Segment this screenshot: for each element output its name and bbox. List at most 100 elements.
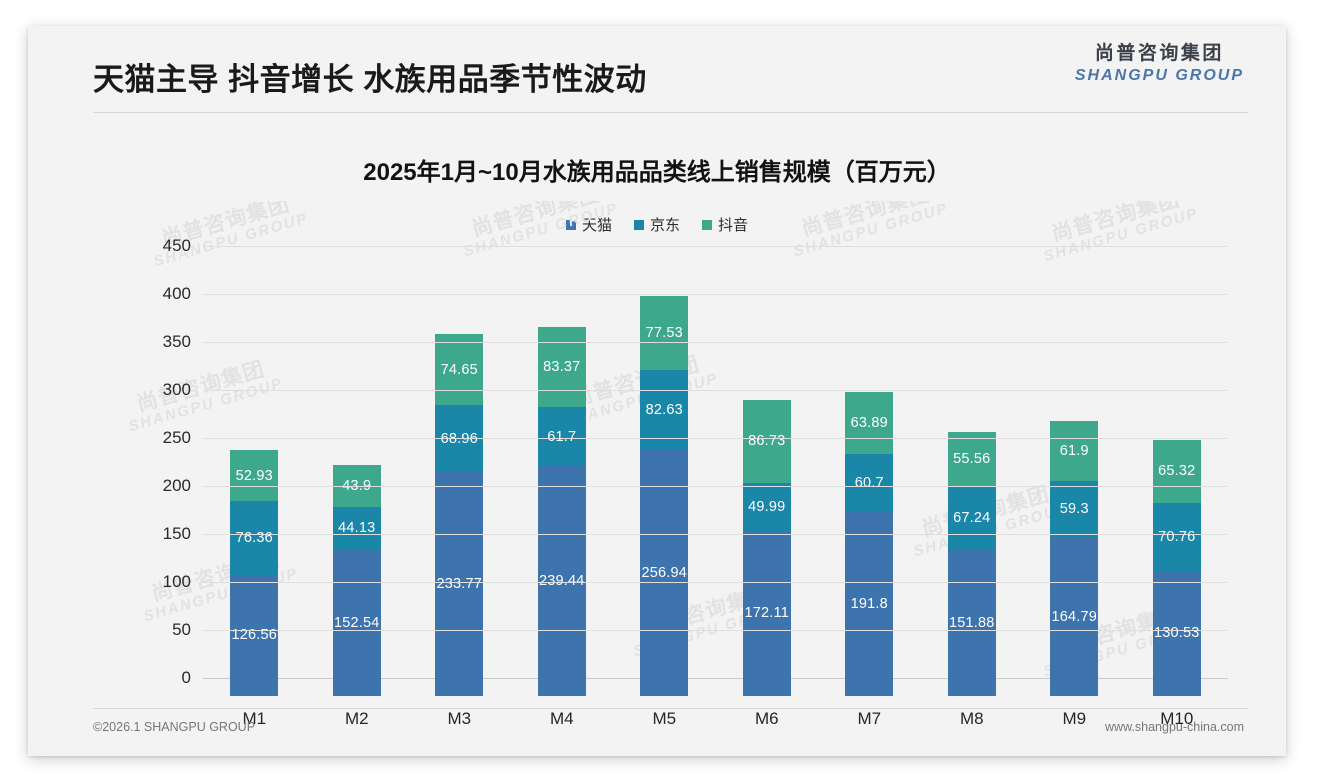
bar-value-label: 63.89 — [850, 414, 888, 431]
bar-segment-京东[interactable]: 61.7 — [537, 406, 586, 467]
bar-series-container: 126.56 76.36 52.93 M1 152.54 44.13 43.9 M2 233.7… — [203, 259, 1228, 728]
bar-value-label: 55.56 — [953, 450, 991, 467]
chart-plot-wrapper: 尚普咨询集团 SHANGPU GROUP 尚普咨询集团 SHANGPU GROUP 尚普… — [28, 201, 1286, 728]
bar-segment-天猫[interactable]: 151.88 — [947, 550, 996, 696]
bar-segment-抖音[interactable]: 55.56 — [947, 432, 996, 486]
gridline — [203, 438, 1228, 439]
x-axis-tick-label: M10 — [1160, 709, 1194, 728]
bar-value-label: 151.88 — [948, 615, 995, 632]
bar-segment-京东[interactable]: 82.63 — [640, 370, 689, 450]
bar-value-label: 67.24 — [953, 509, 991, 526]
bar-value-label: 152.54 — [333, 614, 380, 631]
y-axis-tick-label: 300 — [162, 380, 191, 399]
x-axis-tick-label: M6 — [754, 709, 779, 728]
bar-segment-抖音[interactable]: 74.65 — [435, 333, 484, 406]
bar-group[interactable]: 151.88 67.24 55.56 M8 — [947, 432, 996, 728]
legend-swatch-icon — [702, 219, 712, 230]
legend-swatch-icon — [633, 219, 644, 230]
bar-segment-京东[interactable]: 70.76 — [1152, 502, 1201, 571]
bar-segment-抖音[interactable]: 61.9 — [1050, 421, 1099, 481]
y-axis-tick-label: 400 — [162, 284, 191, 303]
bar-segment-京东[interactable]: 76.36 — [230, 501, 279, 575]
bar-value-label: 82.63 — [645, 401, 683, 418]
bar-value-label: 239.44 — [538, 573, 585, 590]
bar-segment-天猫[interactable]: 239.44 — [537, 466, 586, 696]
bar-group[interactable]: 126.56 76.36 52.93 M1 — [230, 450, 279, 728]
bar-group[interactable]: 172.11 49.99 86.73 M6 — [742, 399, 791, 728]
y-axis-tick-label: 200 — [162, 476, 191, 495]
bar-value-label: 49.99 — [748, 498, 786, 515]
footer-divider — [93, 708, 1248, 709]
bar-group[interactable]: 256.94 82.63 77.53 M5 — [640, 295, 689, 728]
legend-item-抖音[interactable]: 抖音 — [702, 214, 748, 235]
page-title: 天猫主导 抖音增长 水族用品季节性波动 — [93, 62, 647, 97]
bar-segment-抖音[interactable]: 65.32 — [1152, 440, 1201, 503]
x-axis-tick-label: M2 — [344, 709, 369, 728]
bar-value-label: 70.76 — [1158, 528, 1196, 545]
x-axis-tick-label: M5 — [652, 709, 677, 728]
bar-value-label: 164.79 — [1051, 608, 1098, 625]
legend-label: 抖音 — [718, 217, 749, 234]
bar-value-label: 126.56 — [231, 627, 278, 644]
bar-segment-抖音[interactable]: 52.93 — [230, 450, 279, 502]
x-axis-tick-label: M9 — [1062, 709, 1087, 728]
x-axis-tick-label: M3 — [447, 709, 472, 728]
gridline — [203, 534, 1228, 535]
bar-segment-京东[interactable]: 44.13 — [332, 507, 381, 550]
gridline — [203, 486, 1228, 487]
bar-segment-抖音[interactable]: 83.37 — [537, 326, 586, 407]
legend-item-天猫[interactable]: 天猫 — [565, 214, 612, 235]
bar-group[interactable]: 233.77 68.96 74.65 M3 — [435, 333, 484, 728]
bar-segment-天猫[interactable]: 233.77 — [435, 471, 484, 696]
bar-segment-天猫[interactable]: 130.53 — [1152, 570, 1201, 696]
bar-segment-天猫[interactable]: 164.79 — [1050, 537, 1099, 696]
bar-value-label: 130.53 — [1153, 625, 1200, 642]
bar-segment-抖音[interactable]: 86.73 — [742, 399, 791, 483]
y-axis-tick-label: 350 — [162, 332, 191, 351]
bar-segment-京东[interactable]: 49.99 — [742, 482, 791, 531]
bar-value-label: 44.13 — [338, 520, 376, 537]
footer-copyright: ©2026.1 SHANGPU GROUP — [93, 720, 256, 734]
bar-segment-天猫[interactable]: 191.8 — [845, 511, 894, 696]
gridline — [203, 582, 1228, 583]
bar-value-label: 191.8 — [850, 595, 888, 612]
x-axis-tick-label: M4 — [549, 709, 574, 728]
bar-segment-抖音[interactable]: 77.53 — [640, 295, 689, 371]
bar-segment-京东[interactable]: 67.24 — [947, 485, 996, 551]
bar-group[interactable]: 164.79 59.3 61.9 M9 — [1050, 421, 1099, 728]
y-axis-tick-label: 50 — [172, 620, 191, 639]
legend-swatch-icon — [565, 219, 576, 230]
bar-value-label: 86.73 — [748, 433, 786, 450]
bar-group[interactable]: 239.44 61.7 83.37 M4 — [537, 326, 586, 728]
y-axis-tick-label: 250 — [162, 428, 191, 447]
bar-group[interactable]: 152.54 44.13 43.9 M2 — [332, 465, 381, 728]
x-axis-tick-label: M7 — [857, 709, 882, 728]
bar-segment-天猫[interactable]: 172.11 — [742, 530, 791, 696]
bar-group[interactable]: 130.53 70.76 65.32 M10 — [1152, 440, 1201, 728]
bar-segment-抖音[interactable]: 63.89 — [845, 392, 894, 454]
bar-segment-天猫[interactable]: 152.54 — [332, 549, 381, 696]
bar-segment-京东[interactable]: 60.7 — [845, 453, 894, 512]
bar-segment-天猫[interactable]: 256.94 — [640, 449, 689, 696]
header-divider — [93, 112, 1248, 113]
brand-logo-chinese: 尚普咨询集团 — [1094, 43, 1224, 64]
bar-value-label: 172.11 — [744, 605, 789, 622]
x-axis-tick-label: M8 — [959, 709, 984, 728]
chart-legend: 天猫 京东 抖音 — [28, 214, 1286, 235]
bar-value-label: 77.53 — [645, 324, 683, 341]
bar-value-label: 61.7 — [547, 428, 577, 445]
gridline — [203, 390, 1228, 391]
bar-value-label: 61.9 — [1059, 443, 1089, 460]
y-axis-tick-label: 450 — [162, 236, 191, 255]
bar-value-label: 65.32 — [1158, 463, 1196, 480]
bar-value-label: 256.94 — [641, 564, 688, 581]
bar-segment-京东[interactable]: 59.3 — [1050, 480, 1099, 538]
y-axis-tick-label: 0 — [181, 668, 191, 687]
legend-item-京东[interactable]: 京东 — [633, 214, 680, 235]
bar-segment-天猫[interactable]: 126.56 — [230, 574, 279, 696]
legend-label: 天猫 — [581, 217, 612, 234]
x-axis-tick-label: M1 — [242, 709, 267, 728]
bar-value-label: 52.93 — [235, 467, 273, 484]
gridline — [203, 294, 1228, 295]
footer-website[interactable]: www.shangpu-china.com — [1105, 720, 1244, 734]
